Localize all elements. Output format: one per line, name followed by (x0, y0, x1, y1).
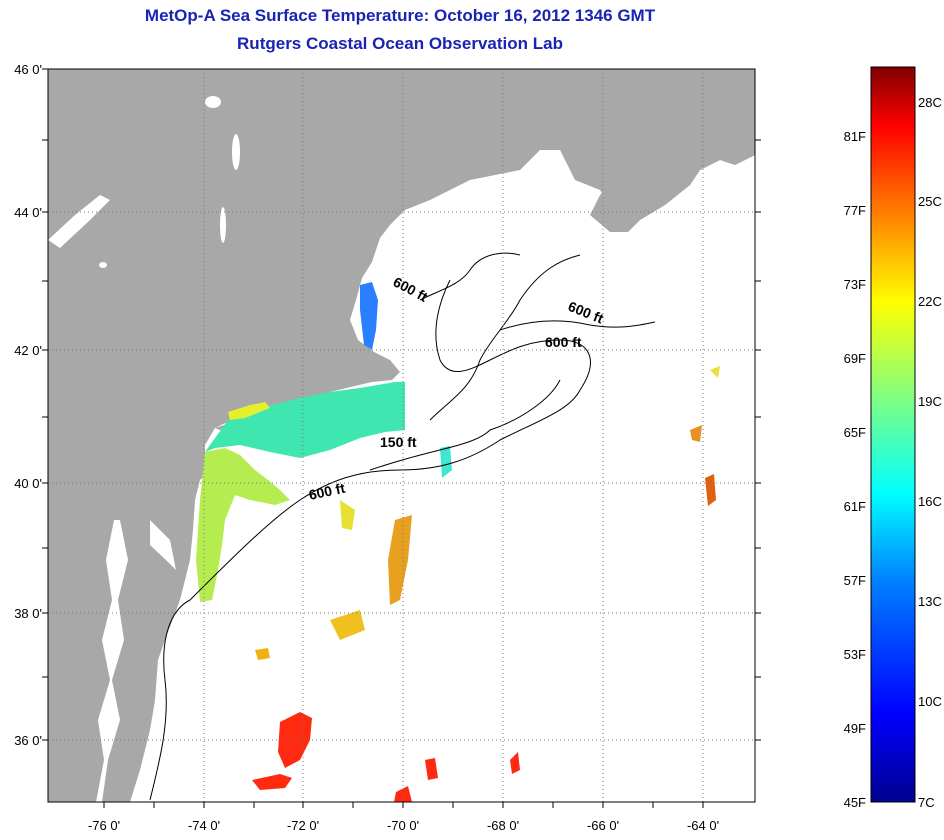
lon-label: -64 0' (687, 818, 719, 833)
sst-patch (255, 648, 270, 660)
sst-patch-shelf (205, 382, 405, 458)
colorbar-c-label: 22C (918, 294, 942, 309)
colorbar-c-label: 7C (918, 795, 935, 810)
colorbar-c-label: 16C (918, 494, 942, 509)
lat-label: 40 0' (14, 476, 42, 491)
colorbar-c-label: 10C (918, 694, 942, 709)
lon-label: -72 0' (287, 818, 319, 833)
colorbar-f-label: 65F (844, 425, 866, 440)
colorbar-f-label: 69F (844, 351, 866, 366)
sst-patch (425, 758, 438, 780)
sst-patch (340, 500, 355, 530)
plot-frame (47, 68, 756, 803)
lat-label: 36 0' (14, 733, 42, 748)
lat-label: 42 0' (14, 343, 42, 358)
sst-patch (330, 610, 365, 640)
sst-patch (690, 425, 702, 442)
colorbar-c-label: 28C (918, 95, 942, 110)
colorbar (870, 66, 916, 803)
delaware-bay (150, 520, 176, 570)
chesapeake-bay (96, 520, 128, 802)
colorbar-f-label: 81F (844, 129, 866, 144)
lake (220, 207, 226, 243)
lat-label: 38 0' (14, 606, 42, 621)
colorbar-f-label: 45F (844, 795, 866, 810)
lake-ontario (48, 195, 110, 248)
lon-label: -74 0' (188, 818, 220, 833)
lake (232, 134, 240, 170)
sst-patch-li-sound (228, 402, 270, 420)
contour-label: 150 ft (380, 434, 417, 450)
sst-patch-gulf-of-maine (360, 282, 378, 350)
land-nova-scotia (590, 105, 755, 232)
contour-label: 600 ft (545, 334, 582, 350)
sst-patch-nj-shelf (196, 448, 290, 602)
colorbar-f-label: 73F (844, 277, 866, 292)
colorbar-f-label: 53F (844, 647, 866, 662)
lon-label: -70 0' (387, 818, 419, 833)
sst-patch (252, 774, 292, 790)
colorbar-f-label: 57F (844, 573, 866, 588)
axis-ticks (42, 68, 761, 808)
sst-patch (705, 474, 716, 506)
contour-label: 600 ft (307, 480, 346, 503)
bathymetry-contours (149, 252, 656, 801)
lake (205, 96, 221, 108)
lon-label: -68 0' (487, 818, 519, 833)
lat-label: 46 0' (14, 62, 42, 77)
sst-patch (440, 446, 452, 478)
lon-label: -66 0' (587, 818, 619, 833)
colorbar-c-label: 13C (918, 594, 942, 609)
lat-label: 44 0' (14, 205, 42, 220)
sst-patch (388, 515, 412, 605)
map-title: MetOp-A Sea Surface Temperature: October… (144, 6, 656, 25)
sst-patch (510, 752, 520, 774)
lake (99, 262, 107, 268)
colorbar-c-label: 25C (918, 194, 942, 209)
colorbar-c-label: 19C (918, 394, 942, 409)
land-mainland (48, 69, 755, 802)
map-subtitle: Rutgers Coastal Ocean Observation Lab (237, 34, 563, 53)
sst-patch (710, 366, 720, 378)
colorbar-f-label: 49F (844, 721, 866, 736)
lon-label: -76 0' (88, 818, 120, 833)
colorbar-f-label: 77F (844, 203, 866, 218)
colorbar-f-label: 61F (844, 499, 866, 514)
